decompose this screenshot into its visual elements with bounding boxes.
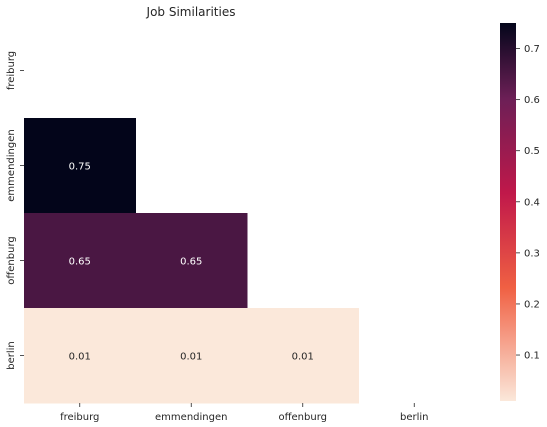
colorbar-ticks: 0.1 0.2 0.3 0.4 0.5 0.6 0.7 xyxy=(516,44,540,362)
cell-value-label: 0.01 xyxy=(69,352,91,363)
cell-value-label: 0.01 xyxy=(292,352,314,363)
colorbar-tick-label: 0.5 xyxy=(524,146,540,157)
x-tick-label: freiburg xyxy=(60,412,99,423)
heatmap-cell xyxy=(135,213,248,309)
colorbar-tick-label: 0.6 xyxy=(524,95,540,106)
x-tick-label: offenburg xyxy=(279,412,327,423)
cell-labels: 0.75 0.65 0.65 0.01 0.01 0.01 xyxy=(69,162,314,363)
cell-value-label: 0.65 xyxy=(180,257,202,268)
x-axis: freiburg emmendingen offenburg berlin xyxy=(60,403,429,423)
heatmap-cell xyxy=(135,308,248,404)
colorbar-tick-label: 0.7 xyxy=(524,44,540,55)
y-tick-label: emmendingen xyxy=(6,129,17,201)
x-tick-label: emmendingen xyxy=(155,412,227,423)
cell-value-label: 0.65 xyxy=(69,257,91,268)
colorbar xyxy=(500,23,516,401)
cell-value-label: 0.01 xyxy=(180,352,202,363)
chart-title: Job Similarities xyxy=(146,5,236,19)
heatmap-cell xyxy=(24,213,136,309)
y-tick-label: berlin xyxy=(6,341,17,370)
colorbar-tick-label: 0.1 xyxy=(524,351,540,362)
colorbar-tick-label: 0.4 xyxy=(524,197,540,208)
heatmap-cell xyxy=(247,308,359,404)
cell-value-label: 0.75 xyxy=(69,162,91,173)
heatmap-cells xyxy=(24,118,359,404)
y-tick-label: freiburg xyxy=(6,51,17,90)
heatmap-cell xyxy=(24,118,136,214)
heatmap-cell xyxy=(24,308,136,404)
colorbar-tick-label: 0.2 xyxy=(524,299,540,310)
colorbar-tick-label: 0.3 xyxy=(524,248,540,259)
y-tick-label: offenburg xyxy=(6,236,17,284)
x-tick-label: berlin xyxy=(400,412,429,423)
y-axis: freiburg emmendingen offenburg berlin xyxy=(6,51,24,370)
